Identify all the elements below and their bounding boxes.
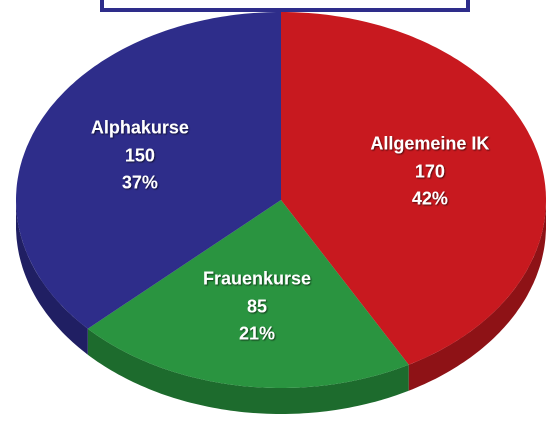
- slice-value-label: 21%: [239, 323, 275, 343]
- slice-value-label: 42%: [412, 189, 448, 209]
- slice-count-label: 150: [125, 145, 155, 165]
- slice-side: [16, 200, 88, 355]
- slice: [281, 12, 546, 365]
- pie-tops: [16, 12, 546, 388]
- slice-count-label: 170: [415, 162, 445, 182]
- pie-sides: [16, 200, 546, 414]
- header-bar-inner: [104, 0, 466, 8]
- slice-category-label: Alphakurse: [91, 117, 189, 137]
- slice-side: [87, 328, 409, 414]
- slice: [16, 12, 281, 329]
- slice-category-label: Frauenkurse: [203, 268, 311, 288]
- slice-value-label: 37%: [122, 172, 158, 192]
- slice-side: [408, 200, 546, 391]
- slice-count-label: 85: [247, 296, 267, 316]
- slice-category-label: Allgemeine IK: [370, 134, 489, 154]
- pie-labels: Allgemeine IK 170 42% Frauenkurse 85 21% Alpha…: [91, 117, 490, 343]
- slice: [87, 200, 409, 388]
